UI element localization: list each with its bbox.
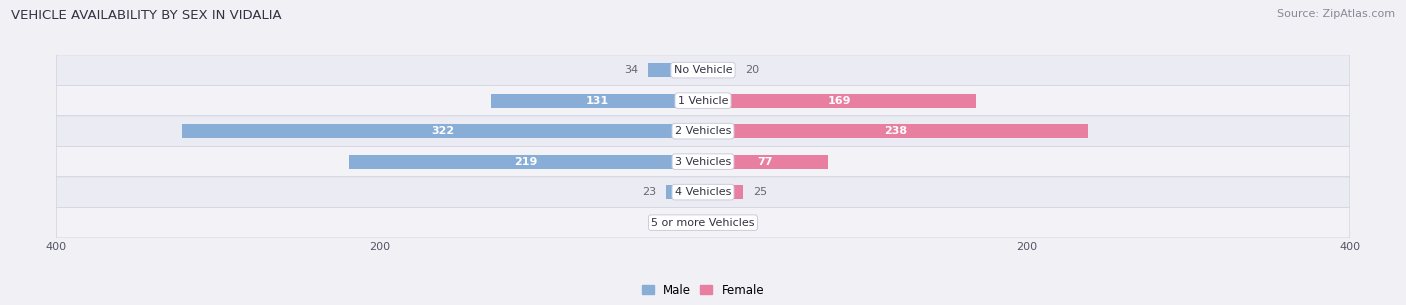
Bar [491, 94, 703, 107]
FancyBboxPatch shape [56, 177, 1350, 207]
Text: No Vehicle: No Vehicle [673, 65, 733, 75]
Text: 20: 20 [745, 65, 759, 75]
Text: 322: 322 [432, 126, 454, 136]
FancyBboxPatch shape [56, 207, 1350, 238]
Text: 0: 0 [713, 218, 720, 228]
Text: VEHICLE AVAILABILITY BY SEX IN VIDALIA: VEHICLE AVAILABILITY BY SEX IN VIDALIA [11, 9, 281, 22]
Bar [648, 63, 703, 77]
Text: 3 Vehicles: 3 Vehicles [675, 157, 731, 167]
FancyBboxPatch shape [56, 116, 1350, 146]
Text: 0: 0 [686, 218, 693, 228]
Legend: Male, Female: Male, Female [637, 279, 769, 302]
Text: 34: 34 [624, 65, 638, 75]
Text: 169: 169 [828, 96, 852, 106]
FancyBboxPatch shape [56, 55, 1350, 85]
Bar [703, 63, 735, 77]
FancyBboxPatch shape [56, 85, 1350, 116]
Text: 219: 219 [515, 157, 537, 167]
Bar [703, 94, 976, 107]
Bar [183, 124, 703, 138]
Text: 23: 23 [643, 187, 657, 197]
Bar [703, 155, 828, 168]
Text: 1 Vehicle: 1 Vehicle [678, 96, 728, 106]
Text: 77: 77 [758, 157, 773, 167]
Text: 238: 238 [884, 126, 907, 136]
Text: 5 or more Vehicles: 5 or more Vehicles [651, 218, 755, 228]
Text: Source: ZipAtlas.com: Source: ZipAtlas.com [1277, 9, 1395, 19]
Text: 25: 25 [754, 187, 768, 197]
Text: 4 Vehicles: 4 Vehicles [675, 187, 731, 197]
Text: 2 Vehicles: 2 Vehicles [675, 126, 731, 136]
Bar [349, 155, 703, 168]
Bar [703, 185, 744, 199]
Text: 131: 131 [585, 96, 609, 106]
FancyBboxPatch shape [56, 146, 1350, 177]
Bar [666, 185, 703, 199]
Bar [703, 124, 1088, 138]
